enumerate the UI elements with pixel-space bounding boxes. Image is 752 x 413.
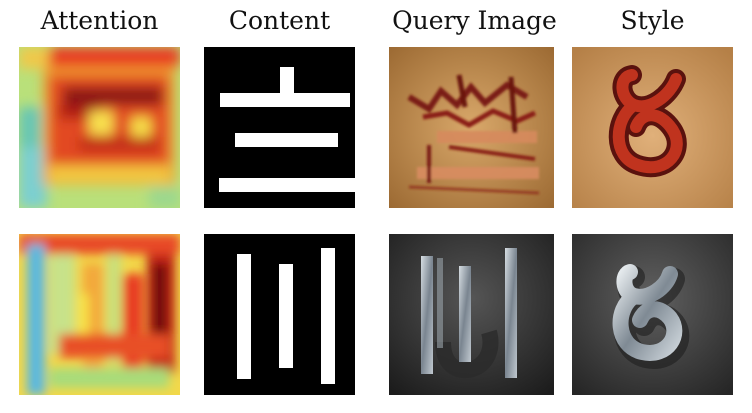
header-attention: Attention: [40, 6, 159, 35]
glyph-stroke: [220, 93, 350, 107]
header-style: Style: [620, 6, 685, 35]
attention-heatmap-row2: [19, 234, 180, 395]
glyph-stroke: [219, 178, 355, 192]
glyph-stroke: [279, 264, 293, 368]
query-image-row2: [389, 234, 554, 395]
content-glyph-row1: [204, 47, 355, 208]
loop-glyph: [612, 264, 683, 361]
content-glyph-row2: [204, 234, 355, 395]
attention-heatmap-row1: [19, 47, 180, 208]
header-query-image: Query Image: [392, 6, 557, 35]
glyph-stroke: [280, 67, 294, 101]
query-image-row1: [389, 47, 554, 208]
style-image-row2: [572, 234, 733, 395]
glyph-stroke: [321, 248, 335, 384]
style-image-row1: [572, 47, 733, 208]
glyph-stroke: [235, 133, 338, 147]
glyph-stroke: [237, 254, 251, 379]
header-content: Content: [228, 6, 331, 35]
